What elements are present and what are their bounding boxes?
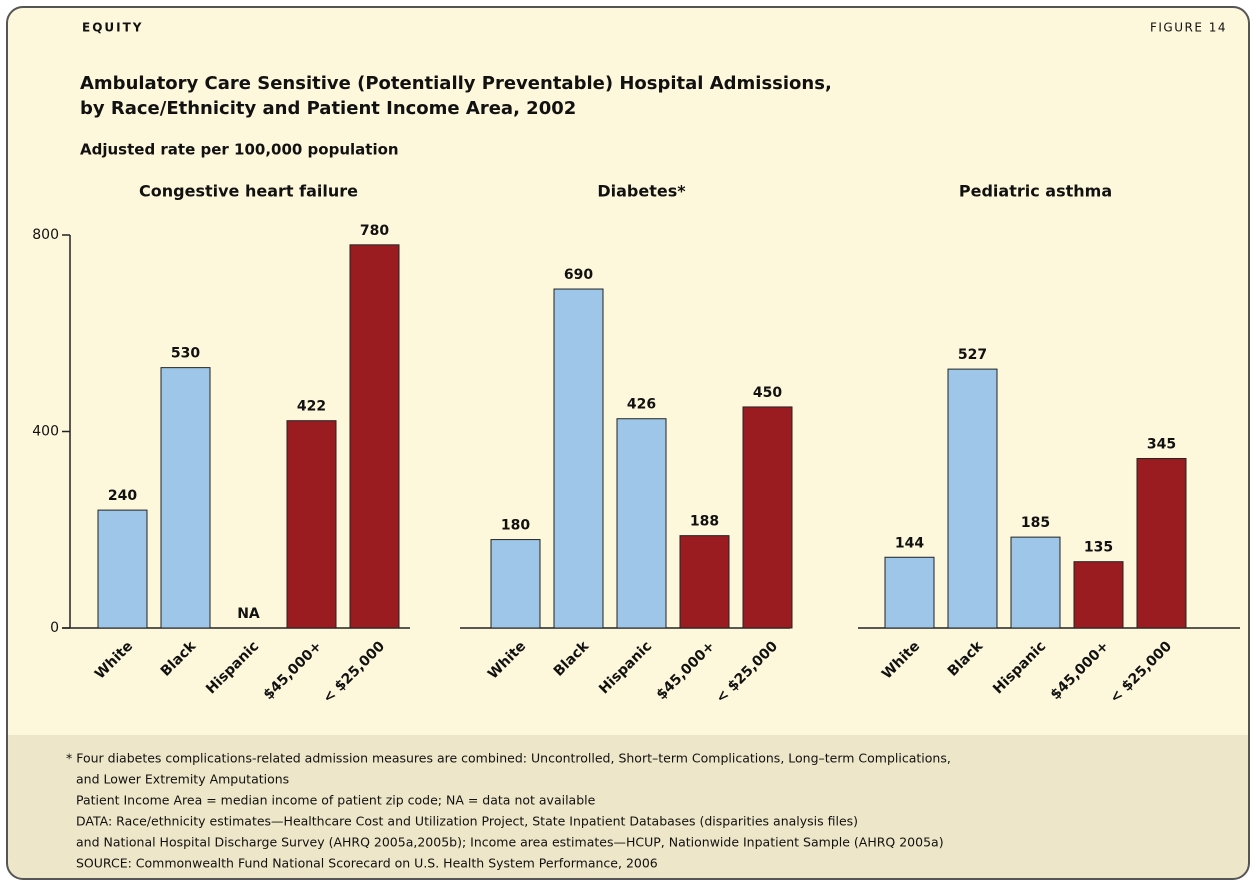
y-tick-label: 0	[50, 620, 59, 636]
bar	[1136, 458, 1187, 629]
panel-title: Congestive heart failure	[139, 182, 358, 201]
value-label: 188	[690, 514, 719, 530]
y-tick-label: 800	[32, 227, 59, 243]
bar	[742, 406, 793, 629]
panel-title: Diabetes*	[597, 182, 686, 201]
bar	[884, 556, 935, 629]
value-label: 780	[360, 223, 389, 239]
value-label: 240	[108, 488, 137, 504]
y-tick-label: 400	[32, 424, 59, 440]
bar	[97, 509, 148, 629]
frame	[6, 6, 1250, 880]
bar	[349, 244, 400, 629]
value-label: 180	[501, 518, 530, 534]
value-label: 426	[627, 397, 656, 413]
value-label: 450	[753, 385, 782, 401]
footnote: SOURCE: Commonwealth Fund National Score…	[76, 856, 658, 871]
bar	[1010, 536, 1061, 629]
footnote: Patient Income Area = median income of p…	[76, 793, 596, 808]
footnote: and National Hospital Discharge Survey (…	[76, 835, 944, 850]
bar	[679, 535, 730, 629]
value-label: NA	[237, 606, 260, 622]
title: Ambulatory Care Sensitive (Potentially P…	[80, 73, 832, 94]
figure-label: FIGURE 14	[1150, 21, 1227, 35]
value-label: 527	[958, 347, 987, 363]
value-label: 345	[1147, 437, 1176, 453]
bar	[947, 368, 998, 629]
title: by Race/Ethnicity and Patient Income Are…	[80, 98, 576, 119]
footnote: * Four diabetes complications-related ad…	[66, 751, 951, 766]
value-label: 690	[564, 267, 593, 283]
footnote: and Lower Extremity Amputations	[76, 772, 289, 787]
bar	[490, 539, 541, 629]
bar	[1073, 561, 1124, 629]
bar	[616, 418, 667, 629]
value-label: 185	[1021, 515, 1050, 531]
bar	[160, 367, 211, 629]
bar	[553, 288, 604, 629]
value-label: 144	[895, 535, 924, 551]
value-label: 135	[1084, 540, 1113, 556]
value-label: 422	[297, 399, 326, 415]
value-label: 530	[171, 346, 200, 362]
bar	[286, 420, 337, 629]
subtitle: Adjusted rate per 100,000 population	[80, 141, 399, 159]
footnote: DATA: Race/ethnicity estimates—Healthcar…	[76, 814, 858, 829]
section-label: EQUITY	[82, 21, 143, 35]
panel-title: Pediatric asthma	[959, 182, 1112, 201]
footer-bg	[7, 735, 1249, 879]
